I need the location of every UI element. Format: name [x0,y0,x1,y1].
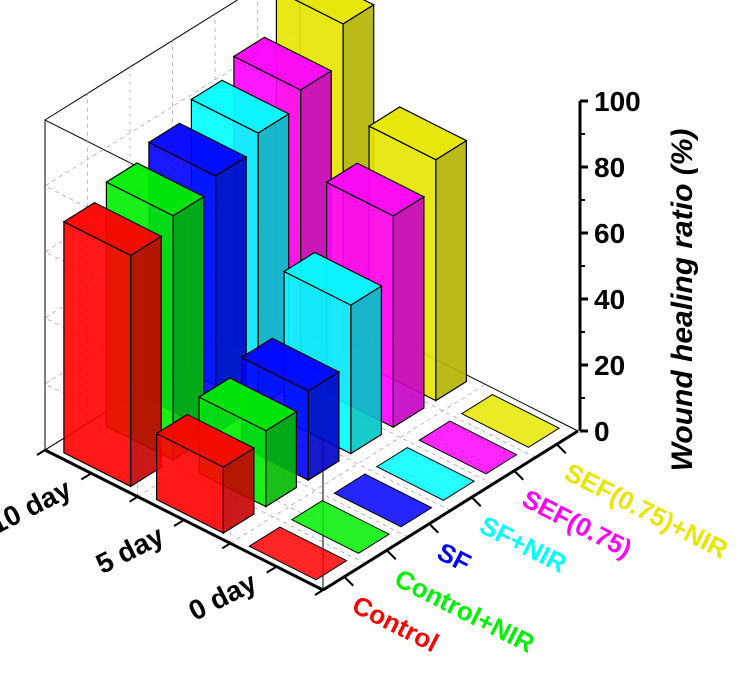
bar-top-face [190,79,290,134]
bar-top-face [282,251,383,306]
bar-top-face [294,0,375,25]
group-tick [343,576,354,587]
x-minor-tick [36,449,46,456]
bar [248,526,348,581]
bar-top-face [197,377,298,432]
bar [375,447,476,501]
bar-top-face [240,337,341,392]
bar-front-face [350,284,382,455]
z-axis-title: Wound healing ratio (%) [666,129,699,472]
group-axis-line [322,429,579,592]
group-label: SF [433,536,476,578]
x-tick-label: 10 day [0,473,76,540]
group-tick [471,496,482,507]
bar [333,473,433,528]
group-tick [386,549,397,560]
z-tick-label: 80 [594,152,625,183]
bar-flat-tile [418,420,518,475]
bar-top-face [105,162,205,217]
group-tick [513,470,524,481]
bar [460,394,561,448]
bar-top-face [155,413,256,468]
x-tick-label: 0 day [184,566,262,626]
bar-flat-tile [290,500,391,554]
bar [418,420,518,475]
bar-top-face [147,122,248,177]
x-tick [80,472,92,481]
bar [62,202,163,488]
x-axis-line [44,448,324,592]
bar-flat-tile [248,526,348,581]
bar-top-face [232,36,333,91]
bar-front-face [392,195,425,429]
bar [290,500,391,554]
z-tick-label: 100 [594,86,641,117]
bar-top-face [325,162,426,217]
z-tick-label: 20 [594,350,625,381]
x-tick [173,519,185,527]
bar-side-face [63,220,132,488]
z-axis: 0 20 40 60 80 100 [578,86,641,447]
z-tick-label: 0 [594,416,610,447]
bar-top-face [367,106,468,161]
bar [155,413,256,535]
x-tick-label: 5 day [91,520,169,580]
z-tick-label: 40 [594,284,625,315]
group-tick [556,443,567,454]
z-tick-label: 60 [594,218,625,249]
bar-flat-tile [460,394,561,448]
bar-front-face [435,139,467,402]
floor-gridline [230,383,486,544]
x-tick [266,565,278,574]
group-tick [428,523,439,534]
bars [62,0,561,581]
bar-flat-tile [375,447,476,501]
bar-top-face [62,202,163,257]
bar-flat-tile [333,473,433,528]
